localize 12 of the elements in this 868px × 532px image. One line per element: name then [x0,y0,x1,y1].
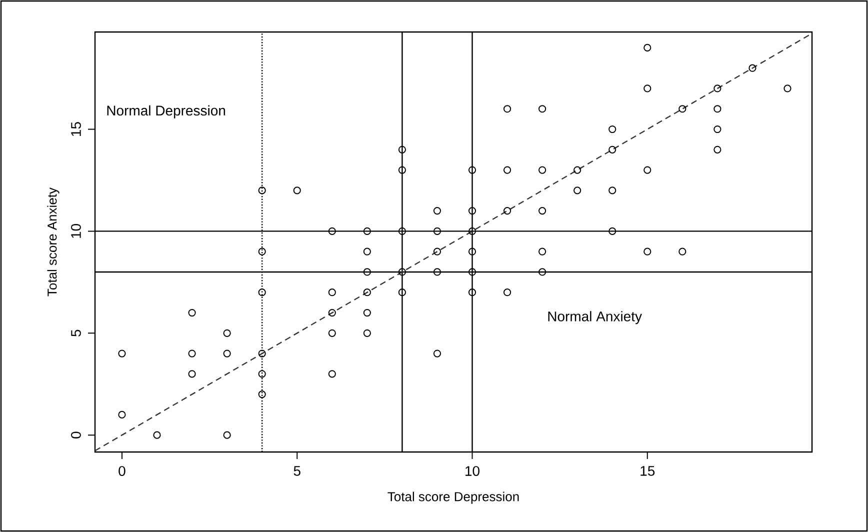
y-tick-label: 15 [71,122,81,136]
annotation: Normal Anxiety [548,311,642,324]
y-tick-label: 5 [71,330,81,336]
x-tick-label: 15 [640,466,655,476]
y-tick-label: 0 [71,432,81,438]
annotation: Normal Depression [107,105,226,118]
x-tick-label: 0 [118,466,126,476]
x-axis-title: Total score Depression [388,492,519,504]
x-tick-label: 10 [466,466,480,476]
x-tick-label: 5 [294,466,300,476]
y-tick-label: 10 [71,224,81,238]
y-axis-title: Total score Anxiety [47,188,60,296]
